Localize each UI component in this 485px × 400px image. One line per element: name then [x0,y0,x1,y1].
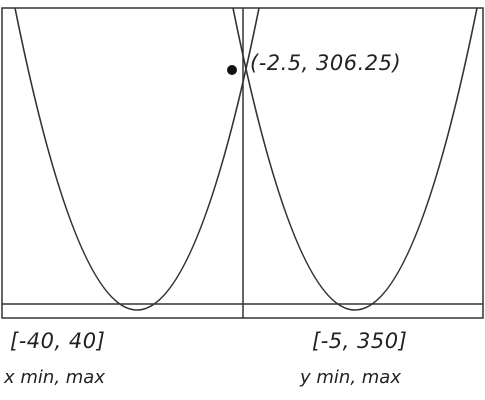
point-label: (-2.5, 306.25) [250,51,401,75]
left-parabola [14,8,260,311]
right-parabola [232,8,478,311]
intersection-point [227,65,237,75]
x-caption: x min, max [3,367,105,388]
y-caption: y min, max [299,367,401,388]
x-range: [-40, 40] [10,329,105,353]
y-range: [-5, 350] [312,329,407,353]
